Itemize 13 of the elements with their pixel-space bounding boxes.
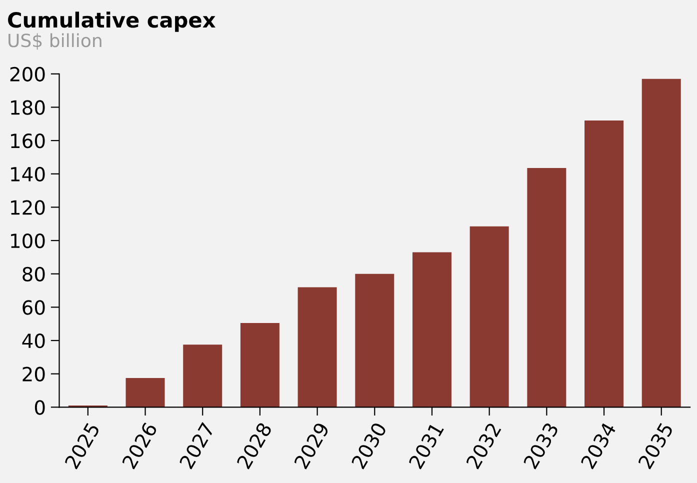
- chart-title: Cumulative capex: [8, 12, 216, 32]
- chart-subtitle: US$ billion: [8, 33, 102, 50]
- y-tick-label: 40: [22, 333, 45, 348]
- y-tick-label: 160: [11, 134, 45, 148]
- y-tick-label: 180: [11, 100, 45, 115]
- y-tick-label: 100: [11, 233, 45, 248]
- y-tick-label: 80: [22, 266, 45, 282]
- y-tick-label: 0: [34, 400, 45, 415]
- y-tick-label: 200: [10, 66, 45, 82]
- y-tick-label: 60: [22, 300, 45, 315]
- y-tick-label: 120: [11, 200, 45, 215]
- y-tick-label: 20: [22, 366, 45, 382]
- y-tick-label: 140: [11, 166, 45, 182]
